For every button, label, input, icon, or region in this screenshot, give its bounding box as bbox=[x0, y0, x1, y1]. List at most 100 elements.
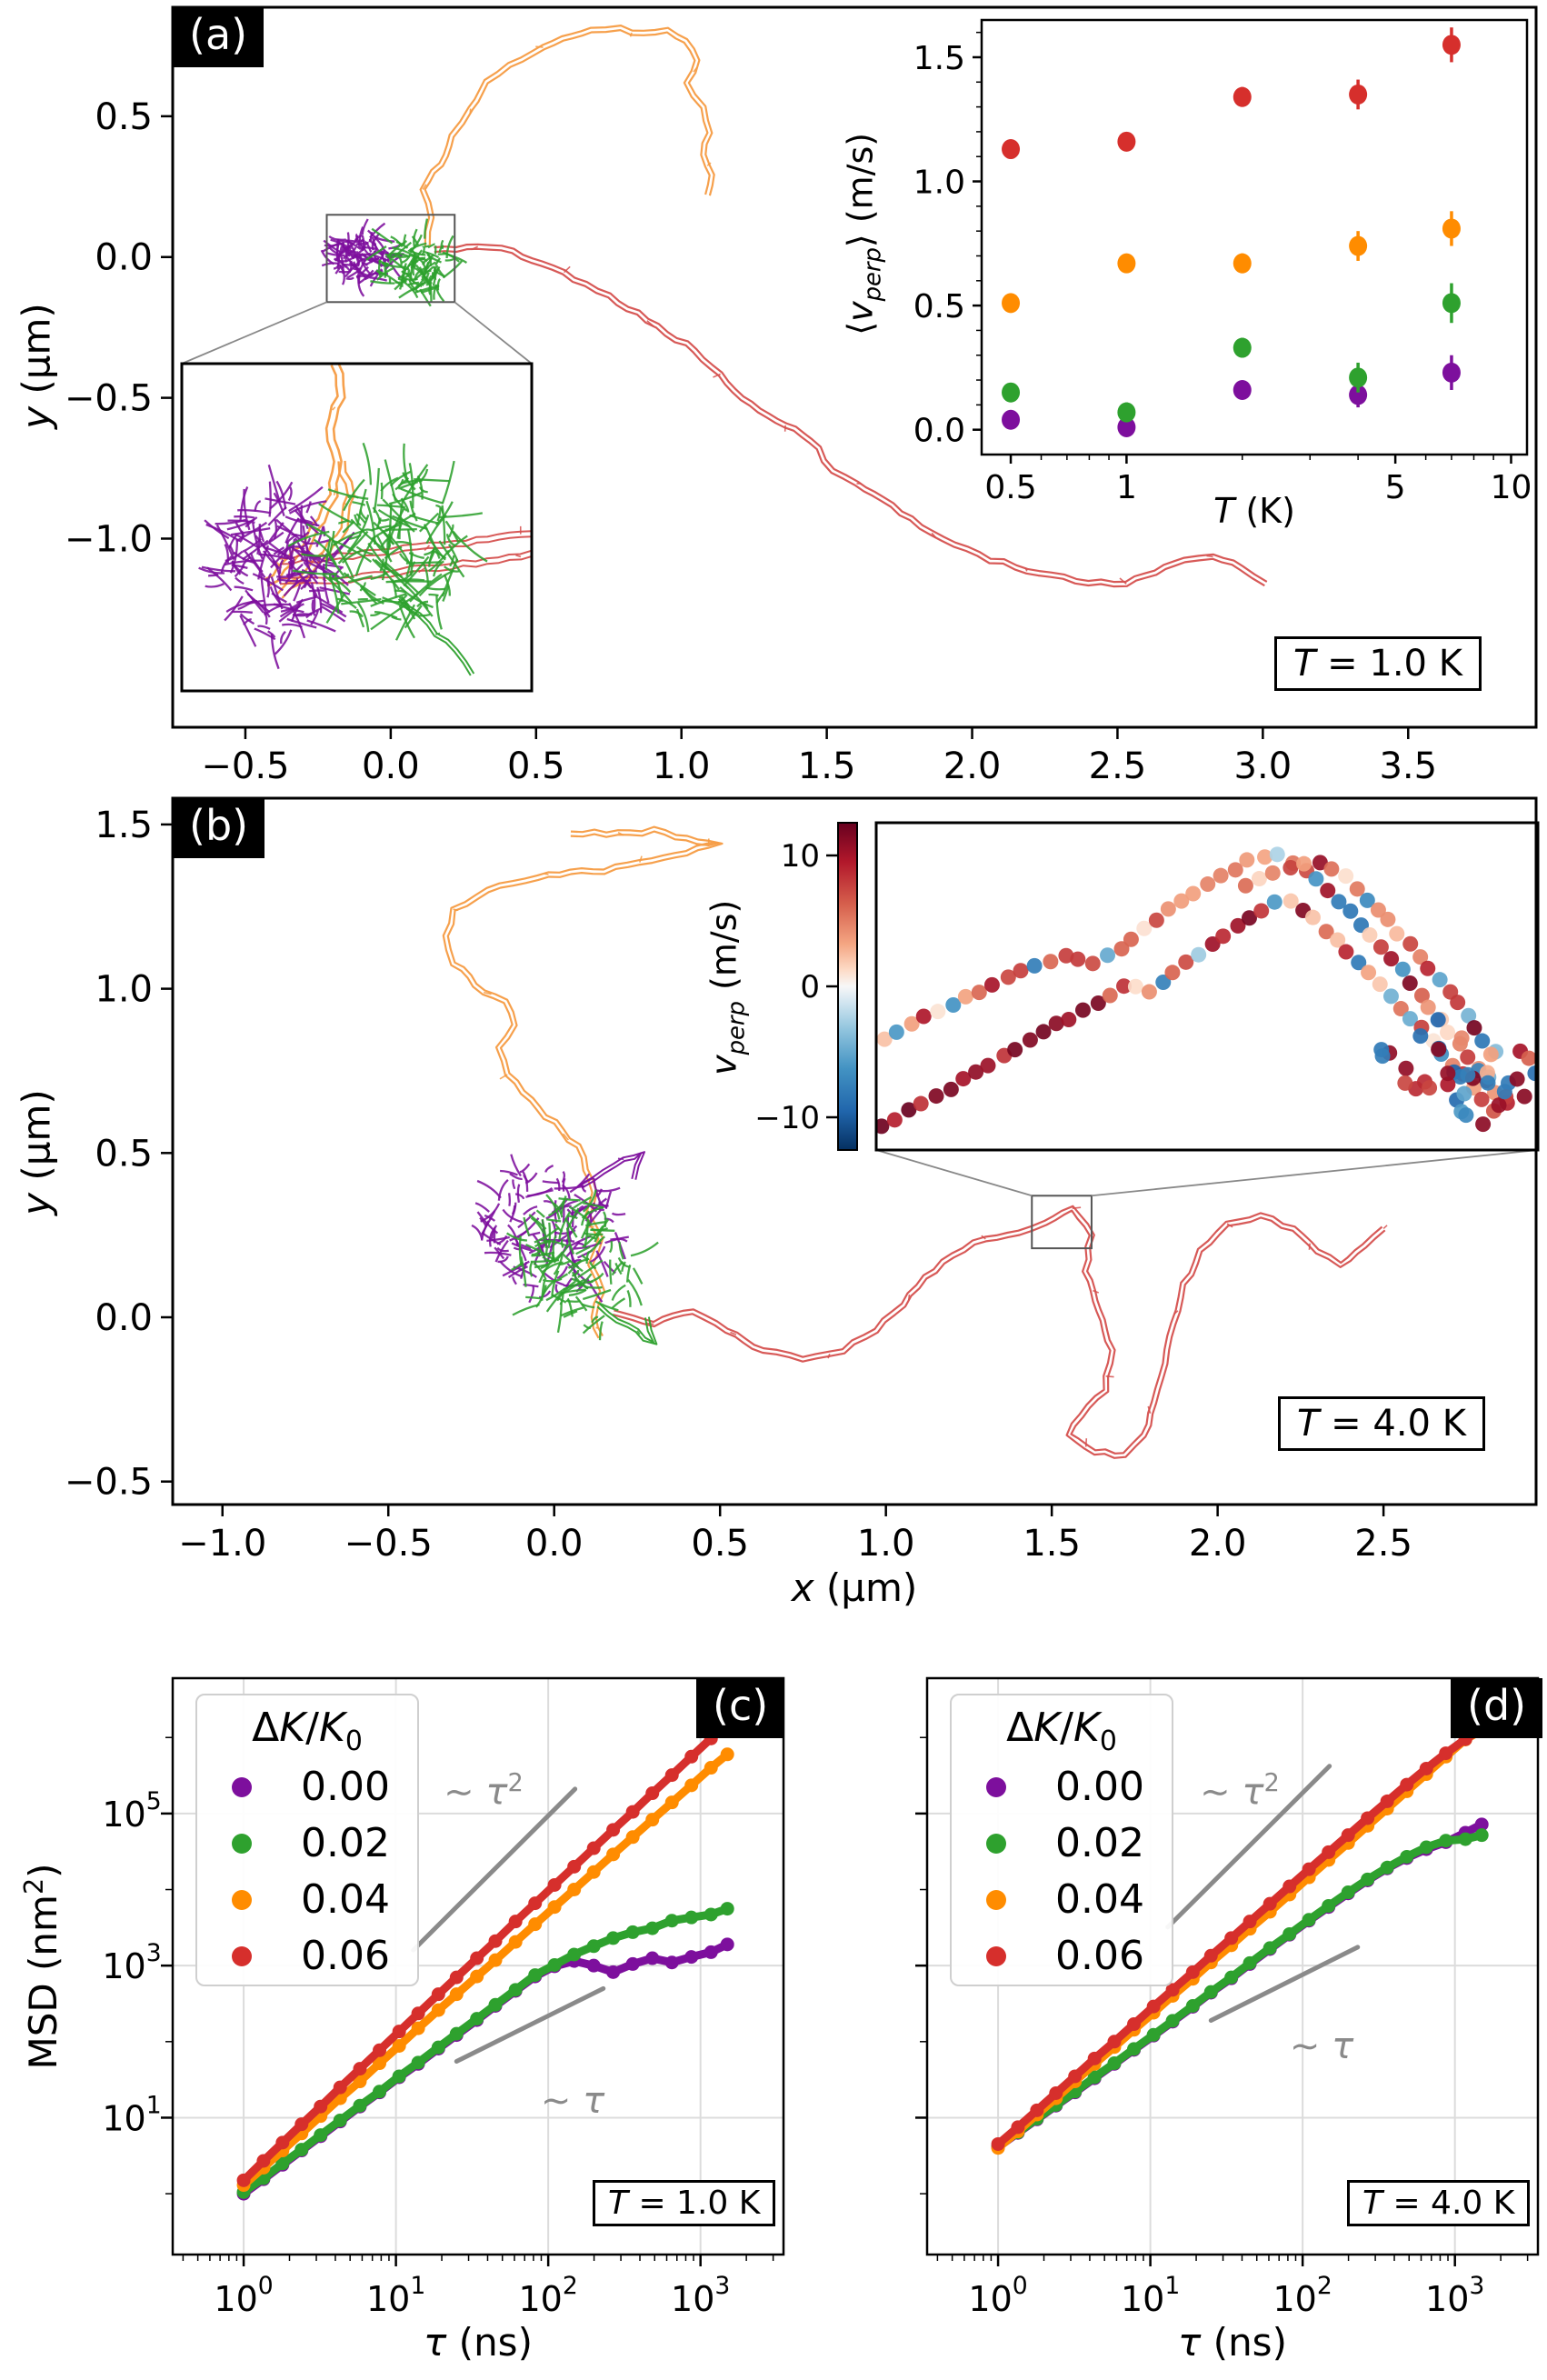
legend-entry: 0.06 bbox=[952, 1928, 1172, 1985]
panel-d-series bbox=[991, 1722, 1489, 2155]
legend-value: 0.00 bbox=[1055, 1764, 1144, 1811]
colorbar: 10 0 −10 bbox=[754, 822, 858, 1151]
panel-c: 100 101 102 103 101 103 105 bbox=[102, 1676, 785, 2319]
panel-a-ticks: −0.5 0.0 0.5 1.0 1.5 2.0 2.5 3.0 3.5 0.5 0.0 −0.5 −1… bbox=[65, 96, 1437, 787]
svg-text:−10: −10 bbox=[754, 1100, 820, 1136]
panel-b: −1.0 −0.5 0.0 0.5 1.0 1.5 2.0 2.5 1.5 1.0 0.5 0.0 −0… bbox=[65, 796, 1540, 1565]
svg-text:0.5: 0.5 bbox=[984, 469, 1036, 506]
svg-text:103: 103 bbox=[102, 1939, 161, 1986]
svg-text:5: 5 bbox=[1385, 469, 1406, 506]
x-axis-label-b: x (μm) bbox=[791, 1565, 918, 1610]
svg-text:0.5: 0.5 bbox=[913, 288, 965, 325]
panel-a-trajectories bbox=[320, 25, 1268, 588]
svg-text:−0.5: −0.5 bbox=[201, 745, 289, 787]
svg-text:0.5: 0.5 bbox=[507, 745, 565, 787]
legend-entry: 0.06 bbox=[197, 1928, 417, 1985]
svg-text:−1.0: −1.0 bbox=[65, 518, 153, 560]
panel-b-zoom-rect bbox=[1031, 1195, 1093, 1250]
svg-text:0.5: 0.5 bbox=[95, 1133, 153, 1175]
temperature-annotation-d: T = 4.0 K bbox=[1347, 2180, 1531, 2226]
legend-value: 0.04 bbox=[1055, 1876, 1144, 1924]
svg-text:0.5: 0.5 bbox=[691, 1523, 749, 1565]
svg-text:105: 105 bbox=[102, 1787, 161, 1835]
temperature-annotation-a: T = 1.0 K bbox=[1274, 636, 1482, 691]
legend-c: ΔK/K0 0.00 0.02 0.04 0.06 bbox=[195, 1694, 419, 1986]
svg-text:1.5: 1.5 bbox=[95, 805, 153, 846]
y-axis-label-b: y (μm) bbox=[14, 1089, 59, 1215]
svg-text:1.0: 1.0 bbox=[913, 165, 965, 202]
svg-text:102: 102 bbox=[519, 2272, 578, 2319]
svg-text:103: 103 bbox=[671, 2272, 730, 2319]
svg-text:102: 102 bbox=[1273, 2272, 1332, 2319]
svg-text:1: 1 bbox=[1116, 469, 1137, 506]
legend-value: 0.04 bbox=[301, 1876, 390, 1924]
svg-text:−0.5: −0.5 bbox=[65, 378, 153, 420]
svg-text:101: 101 bbox=[1121, 2272, 1180, 2319]
svg-text:101: 101 bbox=[366, 2272, 425, 2319]
svg-text:10: 10 bbox=[1491, 469, 1532, 506]
inset-a-points bbox=[1002, 27, 1461, 437]
y-axis-label-a: y (μm) bbox=[14, 303, 59, 429]
svg-text:0.5: 0.5 bbox=[95, 96, 153, 138]
svg-text:−1.0: −1.0 bbox=[178, 1523, 266, 1565]
svg-text:−0.5: −0.5 bbox=[65, 1462, 153, 1504]
svg-text:0.0: 0.0 bbox=[95, 237, 153, 279]
svg-text:3.0: 3.0 bbox=[1234, 745, 1292, 787]
svg-text:0.0: 0.0 bbox=[362, 745, 420, 787]
legend-title: ΔK/K0 bbox=[252, 1705, 363, 1757]
panel-c-guides bbox=[411, 1786, 606, 2065]
panel-b-trajectories bbox=[442, 825, 1388, 1459]
legend-marker-purple bbox=[232, 1776, 252, 1797]
inset-a-ticks: 0.5 1 5 10 0.0 0.5 1.0 1.5 bbox=[913, 31, 1532, 506]
svg-text:1.5: 1.5 bbox=[1023, 1523, 1081, 1565]
svg-text:1.0: 1.0 bbox=[857, 1523, 915, 1565]
guide-label-tau-d: ∼ τ bbox=[1289, 2025, 1354, 2067]
guide-label-tau2-c: ∼ τ2 bbox=[444, 1769, 524, 1814]
legend-marker-orange bbox=[232, 1889, 252, 1910]
inset-b-dots bbox=[876, 846, 1538, 1135]
temperature-annotation-c: T = 1.0 K bbox=[593, 2180, 776, 2226]
svg-text:0.0: 0.0 bbox=[95, 1297, 153, 1339]
panel-a-zoom-rect bbox=[325, 214, 456, 304]
svg-text:2.5: 2.5 bbox=[1089, 745, 1147, 787]
panel-a-connectors bbox=[181, 301, 533, 365]
legend-entry: 0.00 bbox=[197, 1759, 417, 1815]
legend-marker-green bbox=[986, 1833, 1006, 1854]
svg-text:1.0: 1.0 bbox=[95, 969, 153, 1011]
legend-value: 0.02 bbox=[1055, 1820, 1144, 1867]
panel-b-connectors bbox=[875, 1149, 1539, 1197]
legend-entry: 0.02 bbox=[952, 1815, 1172, 1872]
panel-d-ticks: 100 101 102 103 bbox=[915, 1736, 1529, 2319]
svg-text:2.5: 2.5 bbox=[1354, 1523, 1412, 1565]
legend-entry: 0.04 bbox=[197, 1872, 417, 1928]
svg-text:1.5: 1.5 bbox=[798, 745, 856, 787]
legend-entry: 0.02 bbox=[197, 1815, 417, 1872]
legend-d: ΔK/K0 0.00 0.02 0.04 0.06 bbox=[950, 1694, 1173, 1986]
inset-a-y-axis-label: ⟨vperp⟩ (m/s) bbox=[840, 132, 887, 335]
guide-label-tau-c: ∼ τ bbox=[540, 2080, 605, 2122]
svg-text:10: 10 bbox=[781, 838, 820, 875]
temperature-annotation-b: T = 4.0 K bbox=[1278, 1396, 1485, 1451]
panel-d-guides bbox=[1165, 1764, 1361, 2023]
legend-title: ΔK/K0 bbox=[1006, 1705, 1117, 1757]
legend-marker-red bbox=[986, 1945, 1006, 1966]
svg-text:1.5: 1.5 bbox=[913, 40, 965, 77]
legend-marker-red bbox=[232, 1945, 252, 1966]
colorbar-label: vperp (m/s) bbox=[704, 899, 751, 1075]
panel-a-detail-inset bbox=[180, 362, 534, 693]
panel-label-b: (b) bbox=[173, 798, 265, 858]
svg-text:0: 0 bbox=[800, 969, 820, 1005]
svg-text:2.0: 2.0 bbox=[1189, 1523, 1247, 1565]
x-axis-label-c: τ (ns) bbox=[424, 2320, 533, 2365]
svg-text:3.5: 3.5 bbox=[1379, 745, 1437, 787]
legend-value: 0.06 bbox=[1055, 1933, 1144, 1980]
panel-label-d: (d) bbox=[1451, 1678, 1543, 1738]
x-axis-label-d: τ (ns) bbox=[1178, 2320, 1287, 2365]
legend-value: 0.00 bbox=[301, 1764, 390, 1811]
legend-value: 0.02 bbox=[301, 1820, 390, 1867]
svg-text:0.0: 0.0 bbox=[913, 413, 965, 450]
legend-marker-purple bbox=[986, 1776, 1006, 1797]
svg-text:103: 103 bbox=[1425, 2272, 1484, 2319]
